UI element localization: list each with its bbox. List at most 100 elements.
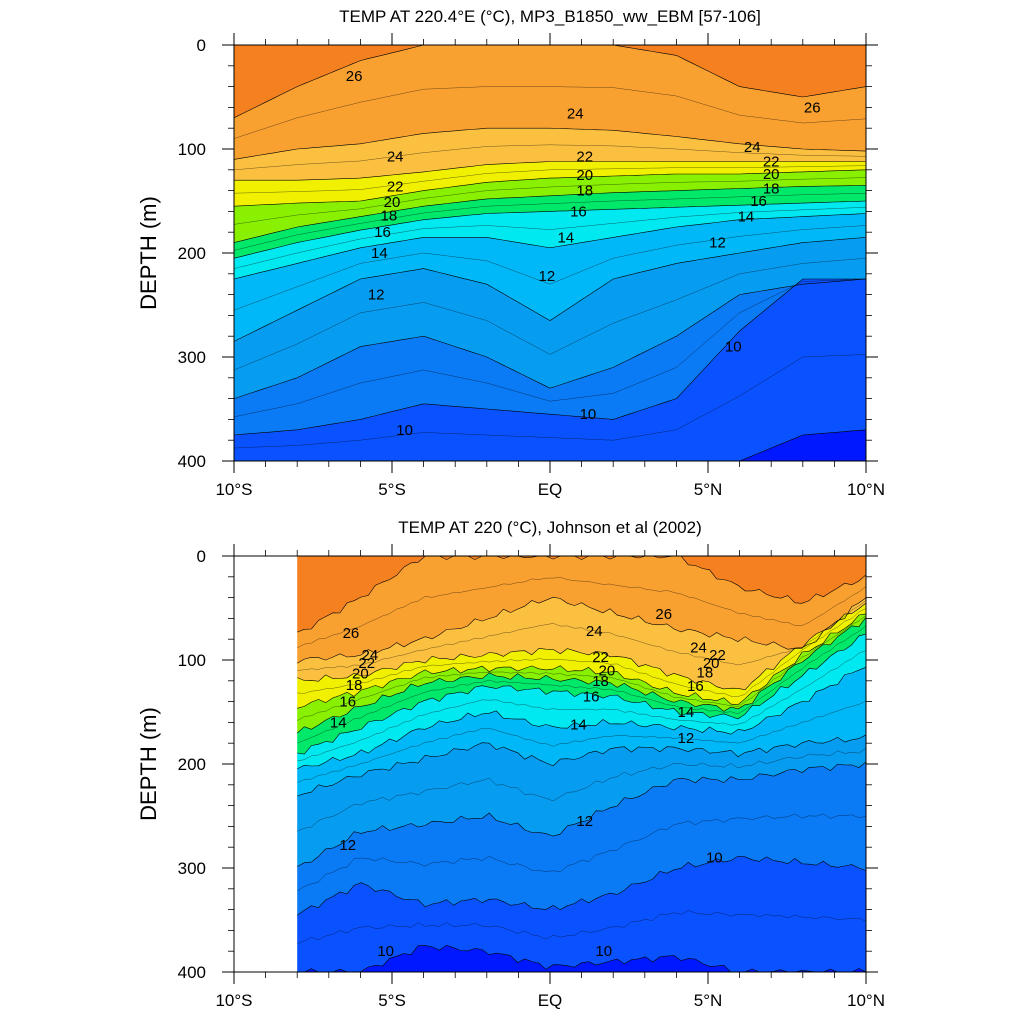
isotherm-10 xyxy=(297,855,867,916)
isotherm-minor xyxy=(297,910,867,944)
y-tick-label: 200 xyxy=(178,244,206,263)
contour-label: 14 xyxy=(738,209,755,226)
band-14-16 xyxy=(297,634,866,769)
y-tick-label: 100 xyxy=(178,651,206,670)
band-9-10 xyxy=(234,279,866,461)
contour-label: 12 xyxy=(709,235,726,252)
band-16-18 xyxy=(297,617,866,755)
x-tick-label: 5°N xyxy=(694,480,723,499)
isotherm-minor xyxy=(233,225,867,311)
contour-label: 20 xyxy=(763,166,780,183)
contour-label: 16 xyxy=(339,694,356,711)
chart-title: TEMP AT 220.4°E (°C), MP3_B1850_ww_EBM [… xyxy=(339,7,761,26)
band-14-16 xyxy=(234,201,866,279)
isotherm-20 xyxy=(297,613,867,709)
contour-label: 24 xyxy=(586,623,603,640)
band-10-11 xyxy=(234,279,866,435)
x-tick-label: 10°S xyxy=(215,480,252,499)
contour-label: 20 xyxy=(703,655,720,672)
isotherm-20 xyxy=(233,169,867,207)
temperature-fill xyxy=(297,556,866,972)
contour-label: 18 xyxy=(592,673,609,690)
isotherm-minor xyxy=(233,177,867,225)
isotherm-minor xyxy=(233,354,867,449)
isotherm-26 xyxy=(297,555,867,633)
contour-label: 14 xyxy=(557,229,574,246)
isotherm-minor xyxy=(233,258,867,371)
contour-label: 18 xyxy=(380,208,397,225)
contour-label: 10 xyxy=(396,422,413,439)
isotherm-minor xyxy=(297,615,867,721)
band-below-9 xyxy=(234,429,866,461)
band-11-12 xyxy=(297,734,866,867)
band-16-18 xyxy=(234,185,866,259)
isotherm-12 xyxy=(233,237,867,342)
x-tick-label: 10°N xyxy=(847,991,885,1010)
x-tick-label: EQ xyxy=(538,991,563,1010)
contour-label: 20 xyxy=(576,167,593,184)
contour-label: 10 xyxy=(580,406,597,423)
temperature-fill xyxy=(234,45,866,461)
contour-label: 22 xyxy=(709,647,726,664)
y-axis-label: DEPTH (m) xyxy=(136,707,161,821)
band-18-20 xyxy=(234,169,866,243)
contour-label: 24 xyxy=(387,148,404,165)
band-above-26 xyxy=(234,45,866,118)
isotherm-10 xyxy=(233,278,866,436)
contour-label: 16 xyxy=(750,193,767,210)
band-20-22 xyxy=(297,603,866,709)
contour-label: 18 xyxy=(763,181,780,198)
contour-label: 20 xyxy=(384,194,401,211)
band-9-10 xyxy=(297,856,866,972)
y-tick-label: 200 xyxy=(178,755,206,774)
contour-label: 12 xyxy=(678,730,695,747)
isotherm-minor xyxy=(297,608,867,697)
band-11-12 xyxy=(234,237,866,399)
contour-label: 26 xyxy=(346,68,363,85)
contour-label: 18 xyxy=(576,183,593,200)
band-18-20 xyxy=(297,613,866,734)
band-24-26 xyxy=(234,45,866,160)
isotherm-16 xyxy=(233,200,867,259)
contour-label: 16 xyxy=(570,203,587,220)
y-tick-label: 400 xyxy=(178,963,206,982)
contour-label: 24 xyxy=(362,647,379,664)
isotherm-minor xyxy=(233,207,867,269)
contour-lines xyxy=(296,555,867,973)
contour-label: 20 xyxy=(352,666,369,683)
isotherm-minor xyxy=(233,144,867,170)
isotherm-22 xyxy=(234,161,866,181)
top-panel: 2624222018161412102422201816141210262422… xyxy=(136,7,885,499)
contour-label: 22 xyxy=(576,148,593,165)
contour-label: 18 xyxy=(696,664,713,681)
chart-title: TEMP AT 220 (°C), Johnson et al (2002) xyxy=(398,518,702,537)
isotherm-minor xyxy=(233,165,867,194)
contour-label: 18 xyxy=(346,677,363,694)
y-tick-label: 300 xyxy=(178,348,206,367)
x-tick-label: 5°S xyxy=(378,480,406,499)
contour-label: 26 xyxy=(655,606,672,623)
isotherm-minor xyxy=(297,625,867,744)
contour-labels: 2624222018161412102422201816141210262422… xyxy=(346,68,821,439)
isotherm-22 xyxy=(297,602,867,691)
isotherm-14 xyxy=(297,666,867,770)
isotherm-minor xyxy=(233,193,867,251)
contour-label: 16 xyxy=(583,688,600,705)
contour-label: 12 xyxy=(538,268,555,285)
y-tick-label: 0 xyxy=(197,547,206,566)
isotherm-minor xyxy=(297,600,867,671)
x-tick-label: 10°S xyxy=(215,991,252,1010)
contour-label: 22 xyxy=(387,178,404,195)
contour-label: 14 xyxy=(570,716,587,733)
band-12-14 xyxy=(297,667,866,796)
band-12-14 xyxy=(234,213,866,342)
contour-label: 14 xyxy=(678,704,695,721)
x-tick-label: 5°S xyxy=(378,991,406,1010)
contour-label: 22 xyxy=(358,655,375,672)
contour-label: 26 xyxy=(804,99,821,116)
contour-label: 14 xyxy=(330,714,347,731)
band-22-24 xyxy=(297,597,866,690)
contour-label: 22 xyxy=(592,649,609,666)
